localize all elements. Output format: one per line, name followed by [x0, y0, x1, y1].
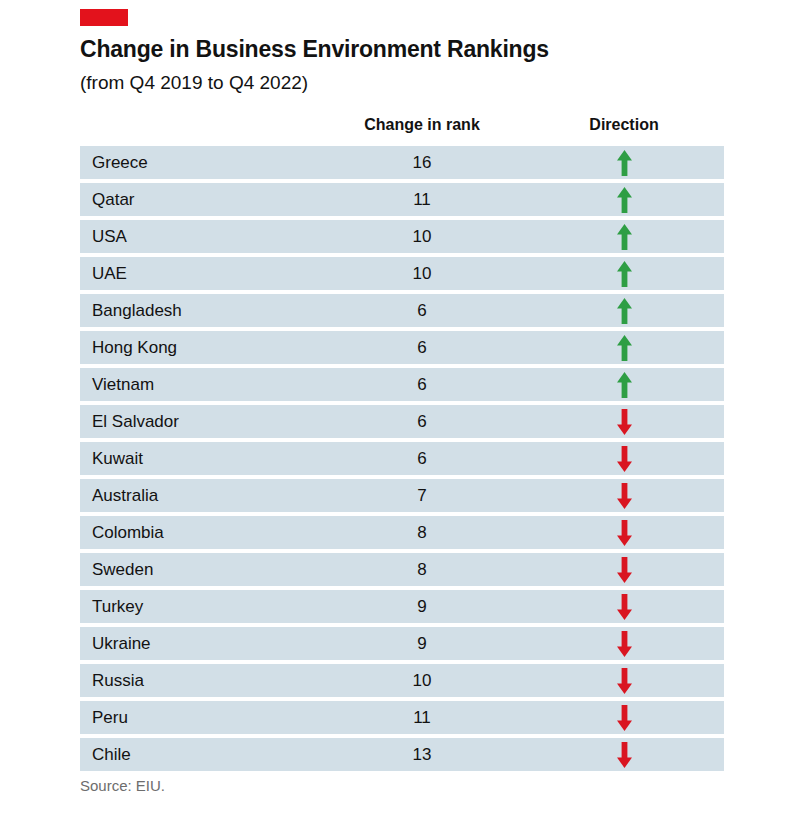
country-cell: Vietnam [80, 375, 320, 395]
rank-change-cell: 13 [320, 745, 524, 765]
table-row: UAE 10 [80, 257, 724, 290]
table-row: Greece 16 [80, 146, 724, 179]
direction-cell [524, 298, 724, 324]
table-row: Ukraine 9 [80, 627, 724, 660]
down-arrow-icon [617, 409, 632, 435]
table-row: Hong Kong 6 [80, 331, 724, 364]
rank-change-cell: 6 [320, 301, 524, 321]
rank-change-cell: 8 [320, 523, 524, 543]
direction-cell [524, 187, 724, 213]
direction-cell [524, 483, 724, 509]
rank-change-cell: 6 [320, 338, 524, 358]
rank-change-cell: 9 [320, 634, 524, 654]
table-row: Kuwait 6 [80, 442, 724, 475]
direction-cell [524, 557, 724, 583]
down-arrow-icon [617, 446, 632, 472]
direction-cell [524, 742, 724, 768]
table-row: Turkey 9 [80, 590, 724, 623]
page-subtitle: (from Q4 2019 to Q4 2022) [80, 71, 724, 94]
column-header-rank: Change in rank [320, 116, 524, 134]
rank-change-cell: 11 [320, 708, 524, 728]
country-cell: Chile [80, 745, 320, 765]
direction-cell [524, 261, 724, 287]
country-cell: Hong Kong [80, 338, 320, 358]
down-arrow-icon [617, 483, 632, 509]
direction-cell [524, 446, 724, 472]
table-row: Chile 13 [80, 738, 724, 771]
table-row: Bangladesh 6 [80, 294, 724, 327]
rank-change-cell: 6 [320, 449, 524, 469]
up-arrow-icon [617, 187, 632, 213]
country-cell: Greece [80, 153, 320, 173]
table-row: Colombia 8 [80, 516, 724, 549]
country-cell: Australia [80, 486, 320, 506]
down-arrow-icon [617, 520, 632, 546]
column-header-direction: Direction [524, 116, 724, 134]
rank-change-cell: 10 [320, 671, 524, 691]
direction-cell [524, 335, 724, 361]
country-cell: Qatar [80, 190, 320, 210]
direction-cell [524, 631, 724, 657]
country-cell: El Salvador [80, 412, 320, 432]
direction-cell [524, 668, 724, 694]
country-cell: Sweden [80, 560, 320, 580]
country-cell: Bangladesh [80, 301, 320, 321]
rank-change-cell: 7 [320, 486, 524, 506]
up-arrow-icon [617, 261, 632, 287]
rankings-table: Greece 16 Qatar 11 USA 10 UAE [80, 146, 724, 771]
country-cell: Kuwait [80, 449, 320, 469]
rank-change-cell: 6 [320, 412, 524, 432]
direction-cell [524, 150, 724, 176]
down-arrow-icon [617, 742, 632, 768]
table-row: Sweden 8 [80, 553, 724, 586]
direction-cell [524, 520, 724, 546]
up-arrow-icon [617, 224, 632, 250]
direction-cell [524, 594, 724, 620]
up-arrow-icon [617, 335, 632, 361]
rank-change-cell: 16 [320, 153, 524, 173]
source-note: Source: EIU. [80, 777, 724, 794]
rank-change-cell: 11 [320, 190, 524, 210]
country-cell: Turkey [80, 597, 320, 617]
rank-change-cell: 9 [320, 597, 524, 617]
country-cell: Colombia [80, 523, 320, 543]
rank-change-cell: 6 [320, 375, 524, 395]
direction-cell [524, 224, 724, 250]
table-row: Peru 11 [80, 701, 724, 734]
table-row: El Salvador 6 [80, 405, 724, 438]
table-row: Qatar 11 [80, 183, 724, 216]
direction-cell [524, 705, 724, 731]
infographic-page: Change in Business Environment Rankings … [0, 0, 800, 819]
up-arrow-icon [617, 150, 632, 176]
table-row: USA 10 [80, 220, 724, 253]
rank-change-cell: 10 [320, 264, 524, 284]
rank-change-cell: 10 [320, 227, 524, 247]
country-cell: Ukraine [80, 634, 320, 654]
up-arrow-icon [617, 372, 632, 398]
column-header-row: Change in rank Direction [80, 115, 724, 134]
direction-cell [524, 409, 724, 435]
table-row: Australia 7 [80, 479, 724, 512]
down-arrow-icon [617, 557, 632, 583]
direction-cell [524, 372, 724, 398]
page-title: Change in Business Environment Rankings [80, 35, 724, 63]
country-cell: Russia [80, 671, 320, 691]
table-row: Vietnam 6 [80, 368, 724, 401]
down-arrow-icon [617, 705, 632, 731]
down-arrow-icon [617, 594, 632, 620]
brand-red-bar [80, 9, 128, 26]
country-cell: UAE [80, 264, 320, 284]
down-arrow-icon [617, 631, 632, 657]
country-cell: USA [80, 227, 320, 247]
down-arrow-icon [617, 668, 632, 694]
country-cell: Peru [80, 708, 320, 728]
table-row: Russia 10 [80, 664, 724, 697]
rank-change-cell: 8 [320, 560, 524, 580]
up-arrow-icon [617, 298, 632, 324]
